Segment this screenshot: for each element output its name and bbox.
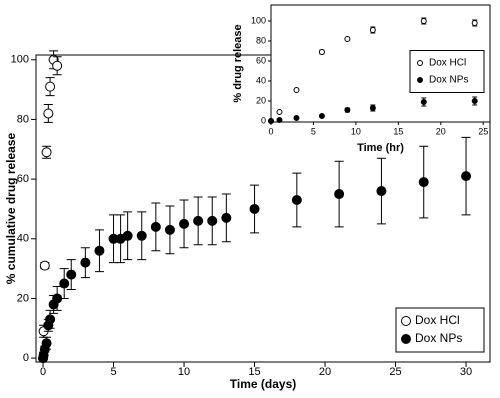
- data-point: [122, 230, 133, 241]
- x-tick-label: 20: [319, 366, 331, 378]
- legend-box: [409, 50, 485, 93]
- data-point: [164, 224, 175, 235]
- y-tick-label: 0: [261, 115, 266, 125]
- data-point: [318, 49, 325, 55]
- y-tick-label: 20: [256, 95, 266, 105]
- y-tick-label: 60: [256, 55, 266, 65]
- y-tick-label: 40: [256, 75, 266, 85]
- x-tick-label: 15: [248, 366, 260, 378]
- legend-marker: [401, 334, 411, 344]
- legend-box: [395, 307, 485, 353]
- data-point: [276, 109, 283, 115]
- data-point: [344, 36, 351, 42]
- chart: 0 5 10 15 20 25 0 20 40 60 80 100 Time (hr) % drug re…: [232, 4, 491, 154]
- data-point: [293, 115, 300, 121]
- data-point: [94, 245, 105, 256]
- data-point: [420, 99, 427, 105]
- y-tick-label: 80: [17, 113, 29, 125]
- data-point: [418, 177, 429, 188]
- data-point: [59, 278, 70, 289]
- y-tick-label: 100: [251, 15, 266, 25]
- data-point: [318, 113, 325, 119]
- data-point: [369, 27, 376, 33]
- data-point: [221, 212, 232, 223]
- y-tick-label: 60: [17, 173, 29, 185]
- data-point: [291, 194, 302, 205]
- data-point: [179, 218, 190, 229]
- data-point: [207, 215, 218, 226]
- data-point: [136, 230, 147, 241]
- data-point: [471, 98, 478, 104]
- y-tick-label: 40: [17, 233, 29, 245]
- data-point: [369, 105, 376, 111]
- x-tick-label: 5: [110, 366, 116, 378]
- x-tick-label: 0: [268, 126, 273, 136]
- y-axis-label: % cumulative drug release: [4, 132, 18, 284]
- y-axis-label: % drug release: [232, 24, 244, 102]
- data-point: [45, 81, 56, 92]
- x-tick-label: 25: [389, 366, 401, 378]
- data-point: [249, 203, 260, 214]
- legend-label: Dox NPs: [429, 75, 468, 86]
- y-tick-label: 20: [17, 292, 29, 304]
- data-point: [80, 257, 91, 268]
- data-point: [276, 117, 283, 123]
- y-tick-label: 0: [23, 352, 29, 364]
- data-point: [420, 18, 427, 24]
- data-point: [334, 189, 345, 200]
- x-tick-label: 20: [436, 126, 446, 136]
- x-tick-label: 10: [351, 126, 361, 136]
- y-tick-label: 100: [11, 54, 29, 66]
- x-tick-label: 10: [178, 366, 190, 378]
- data-point: [344, 107, 351, 113]
- data-point: [45, 314, 56, 325]
- data-point: [39, 260, 50, 271]
- y-tick-label: 80: [256, 35, 266, 45]
- legend-marker: [401, 316, 411, 326]
- data-point: [66, 269, 77, 280]
- x-tick-label: 5: [311, 126, 316, 136]
- x-axis-label: Time (hr): [357, 142, 404, 154]
- data-point: [376, 186, 387, 197]
- data-point: [268, 118, 274, 124]
- data-point: [41, 147, 52, 158]
- x-axis-label: Time (days): [230, 377, 296, 391]
- x-tick-label: 15: [393, 126, 403, 136]
- legend-marker: [417, 60, 423, 66]
- legend-label: Dox HCl: [415, 313, 460, 327]
- data-point: [41, 338, 52, 349]
- data-point: [193, 215, 204, 226]
- x-tick-label: 0: [40, 366, 46, 378]
- legend-label: Dox NPs: [415, 331, 462, 345]
- data-point: [52, 60, 63, 71]
- data-point: [150, 221, 161, 232]
- legend-label: Dox HCl: [429, 58, 466, 69]
- data-point: [293, 87, 300, 93]
- legend-marker: [417, 77, 423, 83]
- x-tick-label: 25: [478, 126, 488, 136]
- data-point: [43, 108, 54, 119]
- data-point: [471, 20, 478, 26]
- data-point: [461, 171, 472, 182]
- x-tick-label: 30: [460, 366, 472, 378]
